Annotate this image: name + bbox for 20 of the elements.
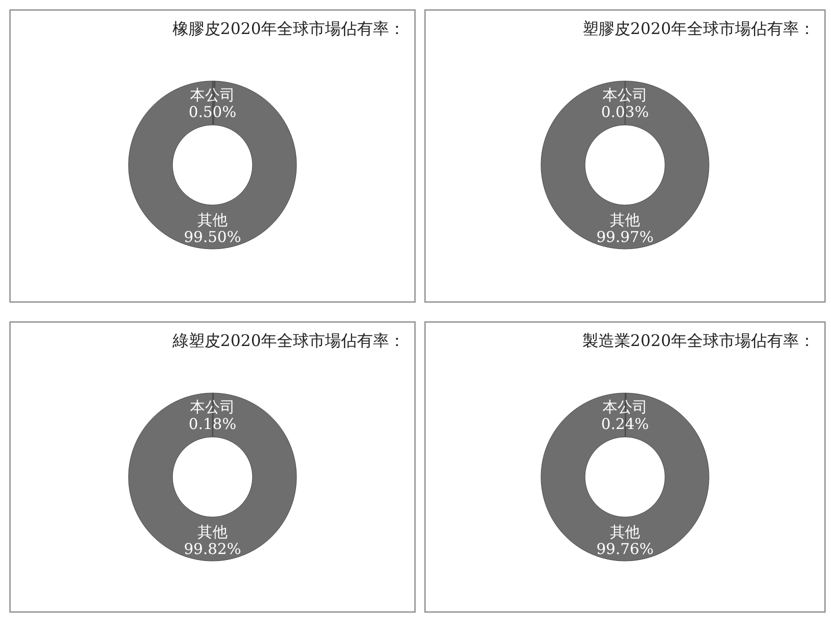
data-label: 99.76%: [596, 540, 654, 558]
slice-label: 本公司: [602, 86, 648, 104]
data-label: 0.03%: [601, 103, 649, 121]
slice-label: 其他: [198, 523, 228, 541]
data-label: 0.24%: [601, 415, 649, 433]
slice-label: 其他: [610, 211, 640, 229]
slice-label: 本公司: [190, 398, 235, 416]
chart-title: 綠塑皮2020年全球市場佔有率：: [171, 331, 405, 350]
slice-label: 本公司: [602, 398, 648, 416]
data-label: 0.18%: [188, 415, 236, 433]
data-label: 99.97%: [596, 228, 654, 246]
data-label: 99.50%: [184, 228, 242, 246]
chart-title: 橡膠皮2020年全球市場佔有率：: [172, 19, 405, 38]
slice-label: 其他: [198, 211, 228, 229]
data-label: 0.50%: [188, 103, 236, 121]
slice-label: 本公司: [190, 86, 235, 104]
data-label: 99.82%: [184, 540, 242, 558]
chart-title: 塑膠皮2020年全球市場佔有率：: [582, 19, 815, 38]
chart-title: 製造業2020年全球市場佔有率：: [582, 331, 815, 350]
slice-label: 其他: [610, 523, 640, 541]
